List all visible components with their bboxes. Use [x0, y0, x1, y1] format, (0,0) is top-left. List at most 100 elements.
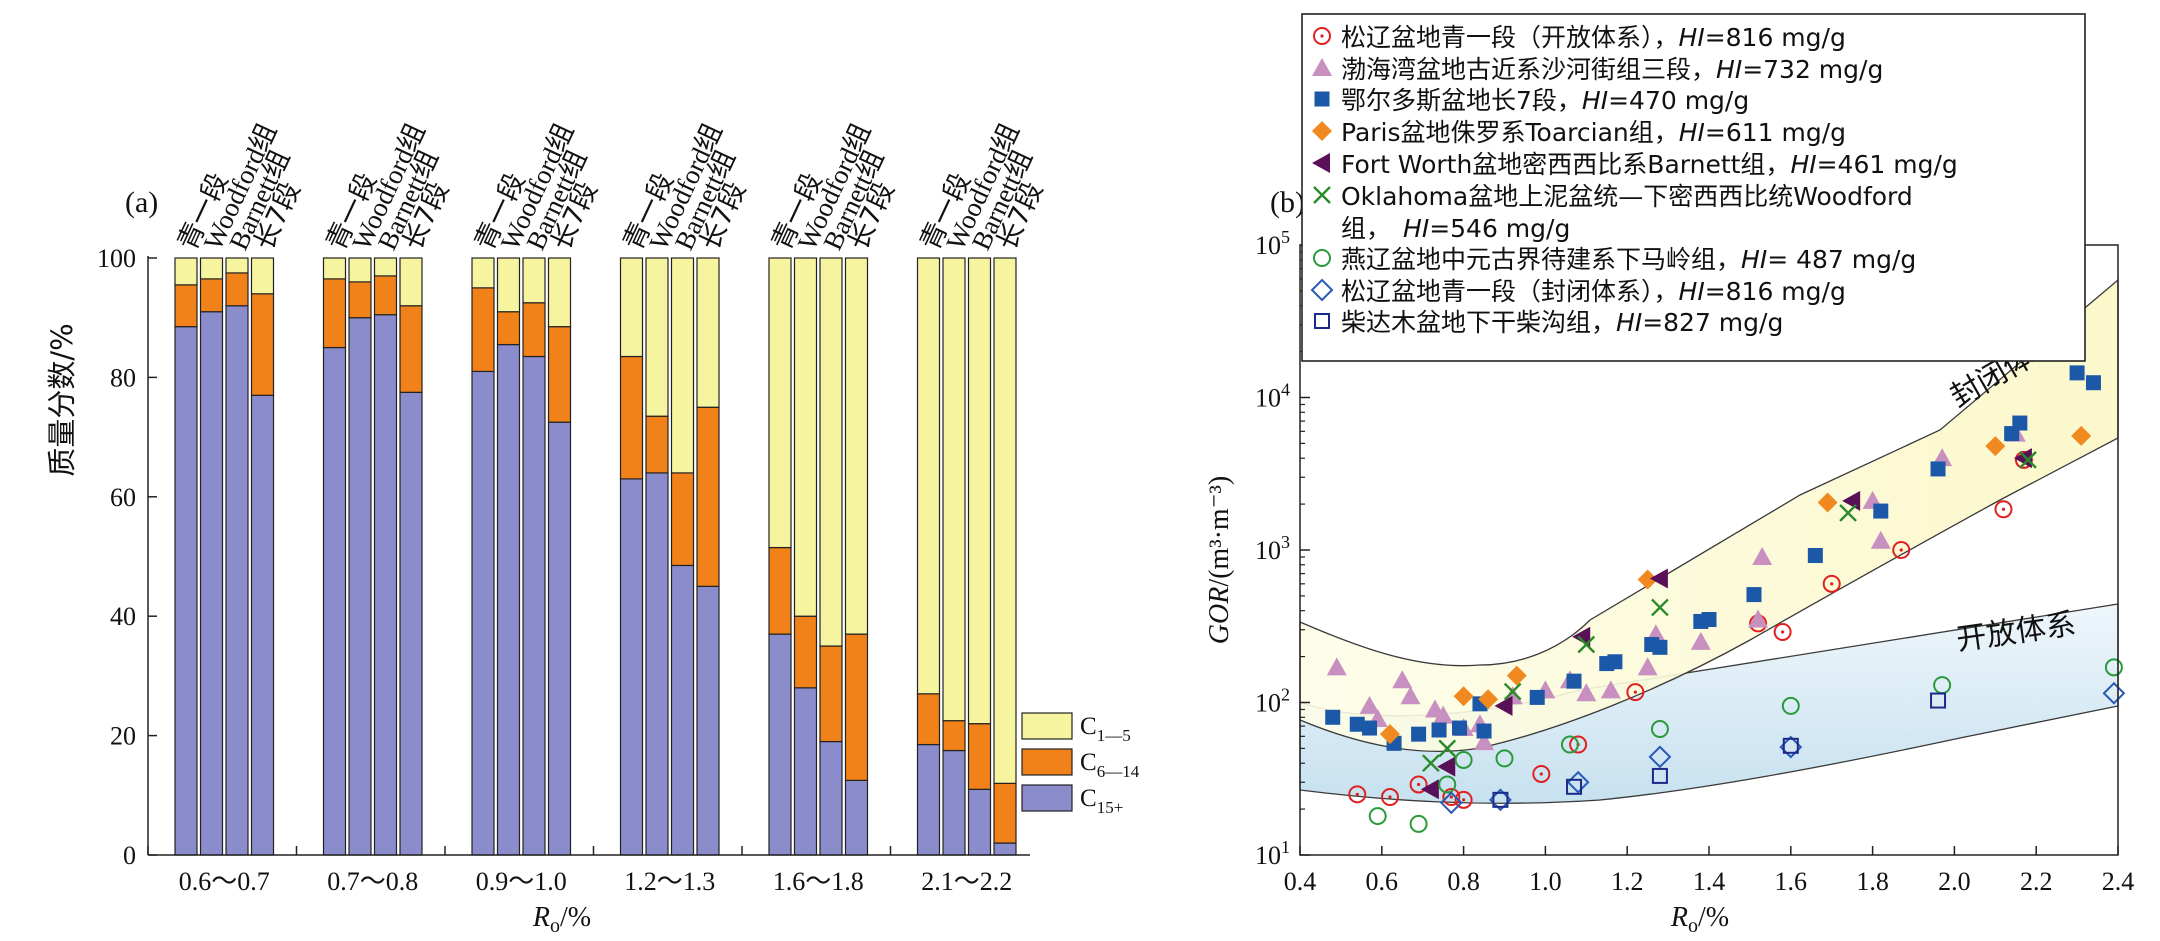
bar-c15-plus: [471, 370, 495, 856]
bar-legend: C1—5 C6—14 C15+: [1021, 712, 1140, 817]
scatter-y-tick-label: 103: [1255, 532, 1290, 565]
group-label: 1.6～1.8: [773, 867, 864, 896]
legend-swatch: [1021, 712, 1073, 740]
bar-c15-plus: [819, 740, 843, 856]
scatter-point: [1400, 686, 1421, 705]
bar-c1-5: [250, 257, 275, 295]
bar-c1-5: [844, 257, 869, 635]
scatter-y-tick-label: 101: [1255, 837, 1290, 870]
bar-c6-14: [645, 415, 669, 474]
bar-c6-14: [522, 302, 546, 358]
bar-c15-plus: [942, 749, 966, 856]
bar-c1-5: [174, 257, 198, 286]
bar-y-tick-label: 60: [110, 483, 136, 512]
bar-c1-5: [793, 257, 818, 617]
bar-c1-5: [768, 257, 792, 549]
scatter-series: [1420, 448, 2032, 800]
scatter-series: [1492, 692, 1947, 808]
scatter-point: [1422, 754, 1440, 773]
scatter-y-tick-label: 104: [1255, 380, 1290, 413]
bar-c1-5: [471, 257, 495, 289]
legend-swatch: [1021, 748, 1073, 776]
scatter-point: [1313, 249, 1331, 267]
bar-y-tick-label: 20: [110, 722, 136, 751]
scatter-layer: [1325, 365, 2126, 833]
scatter-point: [1325, 709, 1341, 725]
scatter-x-tick-label: 0.6: [1366, 867, 1399, 896]
scatter-point: [1600, 680, 1621, 699]
scatter-point: [1409, 775, 1428, 794]
bar-c15-plus: [399, 391, 423, 856]
bar-y-tick-label: 40: [110, 602, 136, 631]
scatter-point: [1359, 695, 1380, 714]
scatter-point: [1651, 598, 1669, 617]
scatter-point: [1442, 788, 1461, 807]
scatter-point: [1652, 639, 1668, 655]
scatter-point: [1569, 735, 1588, 754]
bar-c1-5: [993, 257, 1017, 784]
scatter-point: [1892, 541, 1911, 559]
scatter-point: [1930, 461, 1946, 477]
bar-c15-plus: [844, 779, 869, 856]
legend-label: C6—14: [1080, 749, 1140, 781]
group-label: 0.9～1.0: [476, 867, 567, 896]
scatter-series: [1379, 425, 2092, 745]
bar-c15-plus: [496, 343, 521, 856]
panel-b-label: (b): [1270, 186, 1305, 219]
bar-c1-5: [547, 257, 572, 328]
scatter-point: [1752, 546, 1773, 565]
bar-c1-5: [322, 257, 347, 280]
scatter-point: [1326, 657, 1347, 676]
scatter-point: [1313, 186, 1331, 204]
scatter-point: [1380, 788, 1399, 807]
bar-y-tick-label: 80: [110, 363, 136, 392]
scatter-point-dot: [1417, 782, 1421, 787]
legend-swatch: [1021, 784, 1073, 812]
scatter-point: [1529, 689, 1545, 705]
scatter-point: [1839, 504, 1857, 522]
bar-c1-5: [225, 257, 249, 274]
scatter-point: [1748, 609, 1769, 628]
bar-c1-5: [645, 257, 669, 417]
scatter-point: [1807, 548, 1823, 564]
bar-c6-14: [967, 723, 992, 790]
bar-c6-14: [793, 615, 818, 689]
scatter-point: [1560, 735, 1579, 754]
scatter-point: [1349, 716, 1365, 732]
scatter-point: [1310, 278, 1334, 302]
legend-label: C1—5: [1080, 713, 1131, 745]
scatter-point: [1431, 722, 1447, 738]
bar-c6-14: [250, 293, 275, 396]
scatter-point: [1532, 764, 1551, 783]
bar-c1-5: [967, 257, 992, 725]
scatter-point: [1626, 683, 1645, 702]
bar-layer: 青一段Woodford组Barnett组长7段0.6～0.7青一段Woodfor…: [172, 119, 1049, 896]
scatter-series: [1348, 450, 2033, 809]
scatter-point: [1314, 91, 1330, 107]
scatter-point-dot: [1830, 582, 1834, 586]
group-label: 0.6～0.7: [179, 867, 270, 896]
scatter-point: [1411, 726, 1427, 742]
scatter-point: [1822, 574, 1841, 593]
scatter-point: [1690, 631, 1711, 650]
group-label: 1.2～1.3: [624, 867, 715, 896]
bar-c6-14: [670, 472, 695, 567]
scatter-axes: 0.4 0.6 0.8 1.0 1.2 1.4 1.6 1.8 2.0 2.2 2.4 101 102 1…: [1255, 227, 2134, 896]
scatter-point: [1637, 569, 1658, 590]
bar-c15-plus: [522, 355, 546, 856]
scatter-point: [2085, 375, 2101, 391]
scatter-point: [1492, 791, 1509, 808]
bar-c15-plus: [967, 788, 992, 856]
scatter-point-dot: [1539, 772, 1543, 776]
scatter-point-dot: [1388, 795, 1392, 799]
scatter-point-dot: [1633, 690, 1637, 694]
panel-a-label: (a): [125, 186, 158, 219]
scatter-point: [1362, 720, 1378, 736]
scatter-point: [1433, 705, 1454, 724]
bar-c6-14: [993, 782, 1017, 844]
scatter-y-tick-label: 105: [1255, 227, 1290, 260]
bar-c6-14: [768, 546, 792, 635]
bar-c15-plus: [199, 311, 224, 856]
scatter-point: [1870, 530, 1891, 549]
